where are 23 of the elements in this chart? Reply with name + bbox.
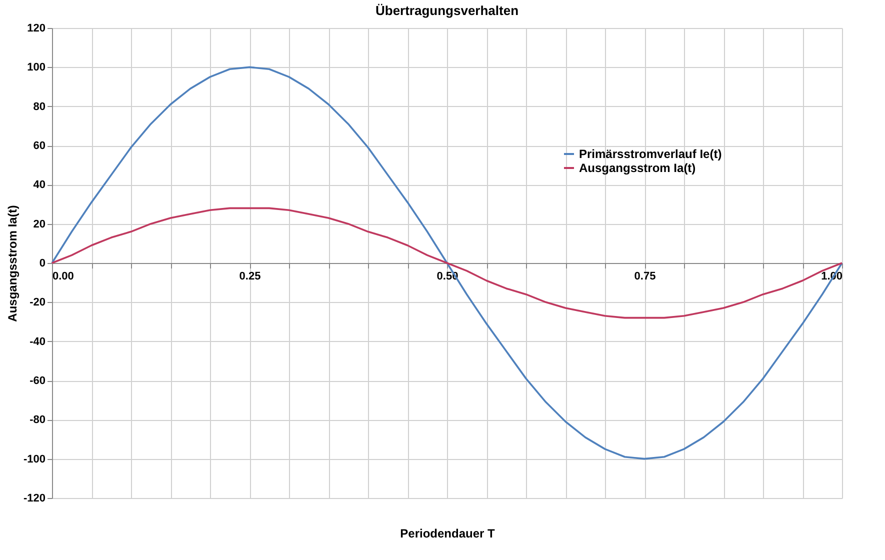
y-tick-label: -120 (23, 492, 46, 504)
line-series (51, 66, 843, 460)
y-axis-title: Ausgangsstrom Ia(t) (5, 205, 20, 322)
legend-label: Primärsstromverlauf Ie(t) (579, 147, 722, 161)
y-tick-label: -100 (23, 453, 46, 466)
y-tick-label: 40 (33, 179, 46, 192)
y-tick-label: -60 (30, 375, 46, 387)
x-tick-label: 0.75 (634, 270, 656, 282)
y-tick-label: -20 (30, 296, 46, 309)
y-tick-label: -80 (30, 414, 46, 426)
y-tick-label: 20 (33, 218, 46, 230)
legend-label: Ausgangsstrom Ia(t) (579, 161, 696, 175)
line-series (51, 207, 843, 319)
y-tick-label: 0 (39, 258, 46, 270)
y-tick-label: -40 (30, 336, 46, 348)
y-tick-label: 120 (27, 22, 46, 34)
chart-title: Übertragungsverhalten (375, 3, 519, 18)
x-tick-label: 0.00 (52, 270, 74, 282)
x-tick-label: 0.25 (239, 270, 261, 282)
y-tick-label: 60 (33, 140, 46, 152)
y-tick-label: 100 (27, 62, 46, 74)
y-tick-label: 80 (33, 100, 46, 113)
x-axis-title: Periodendauer T (400, 526, 496, 540)
